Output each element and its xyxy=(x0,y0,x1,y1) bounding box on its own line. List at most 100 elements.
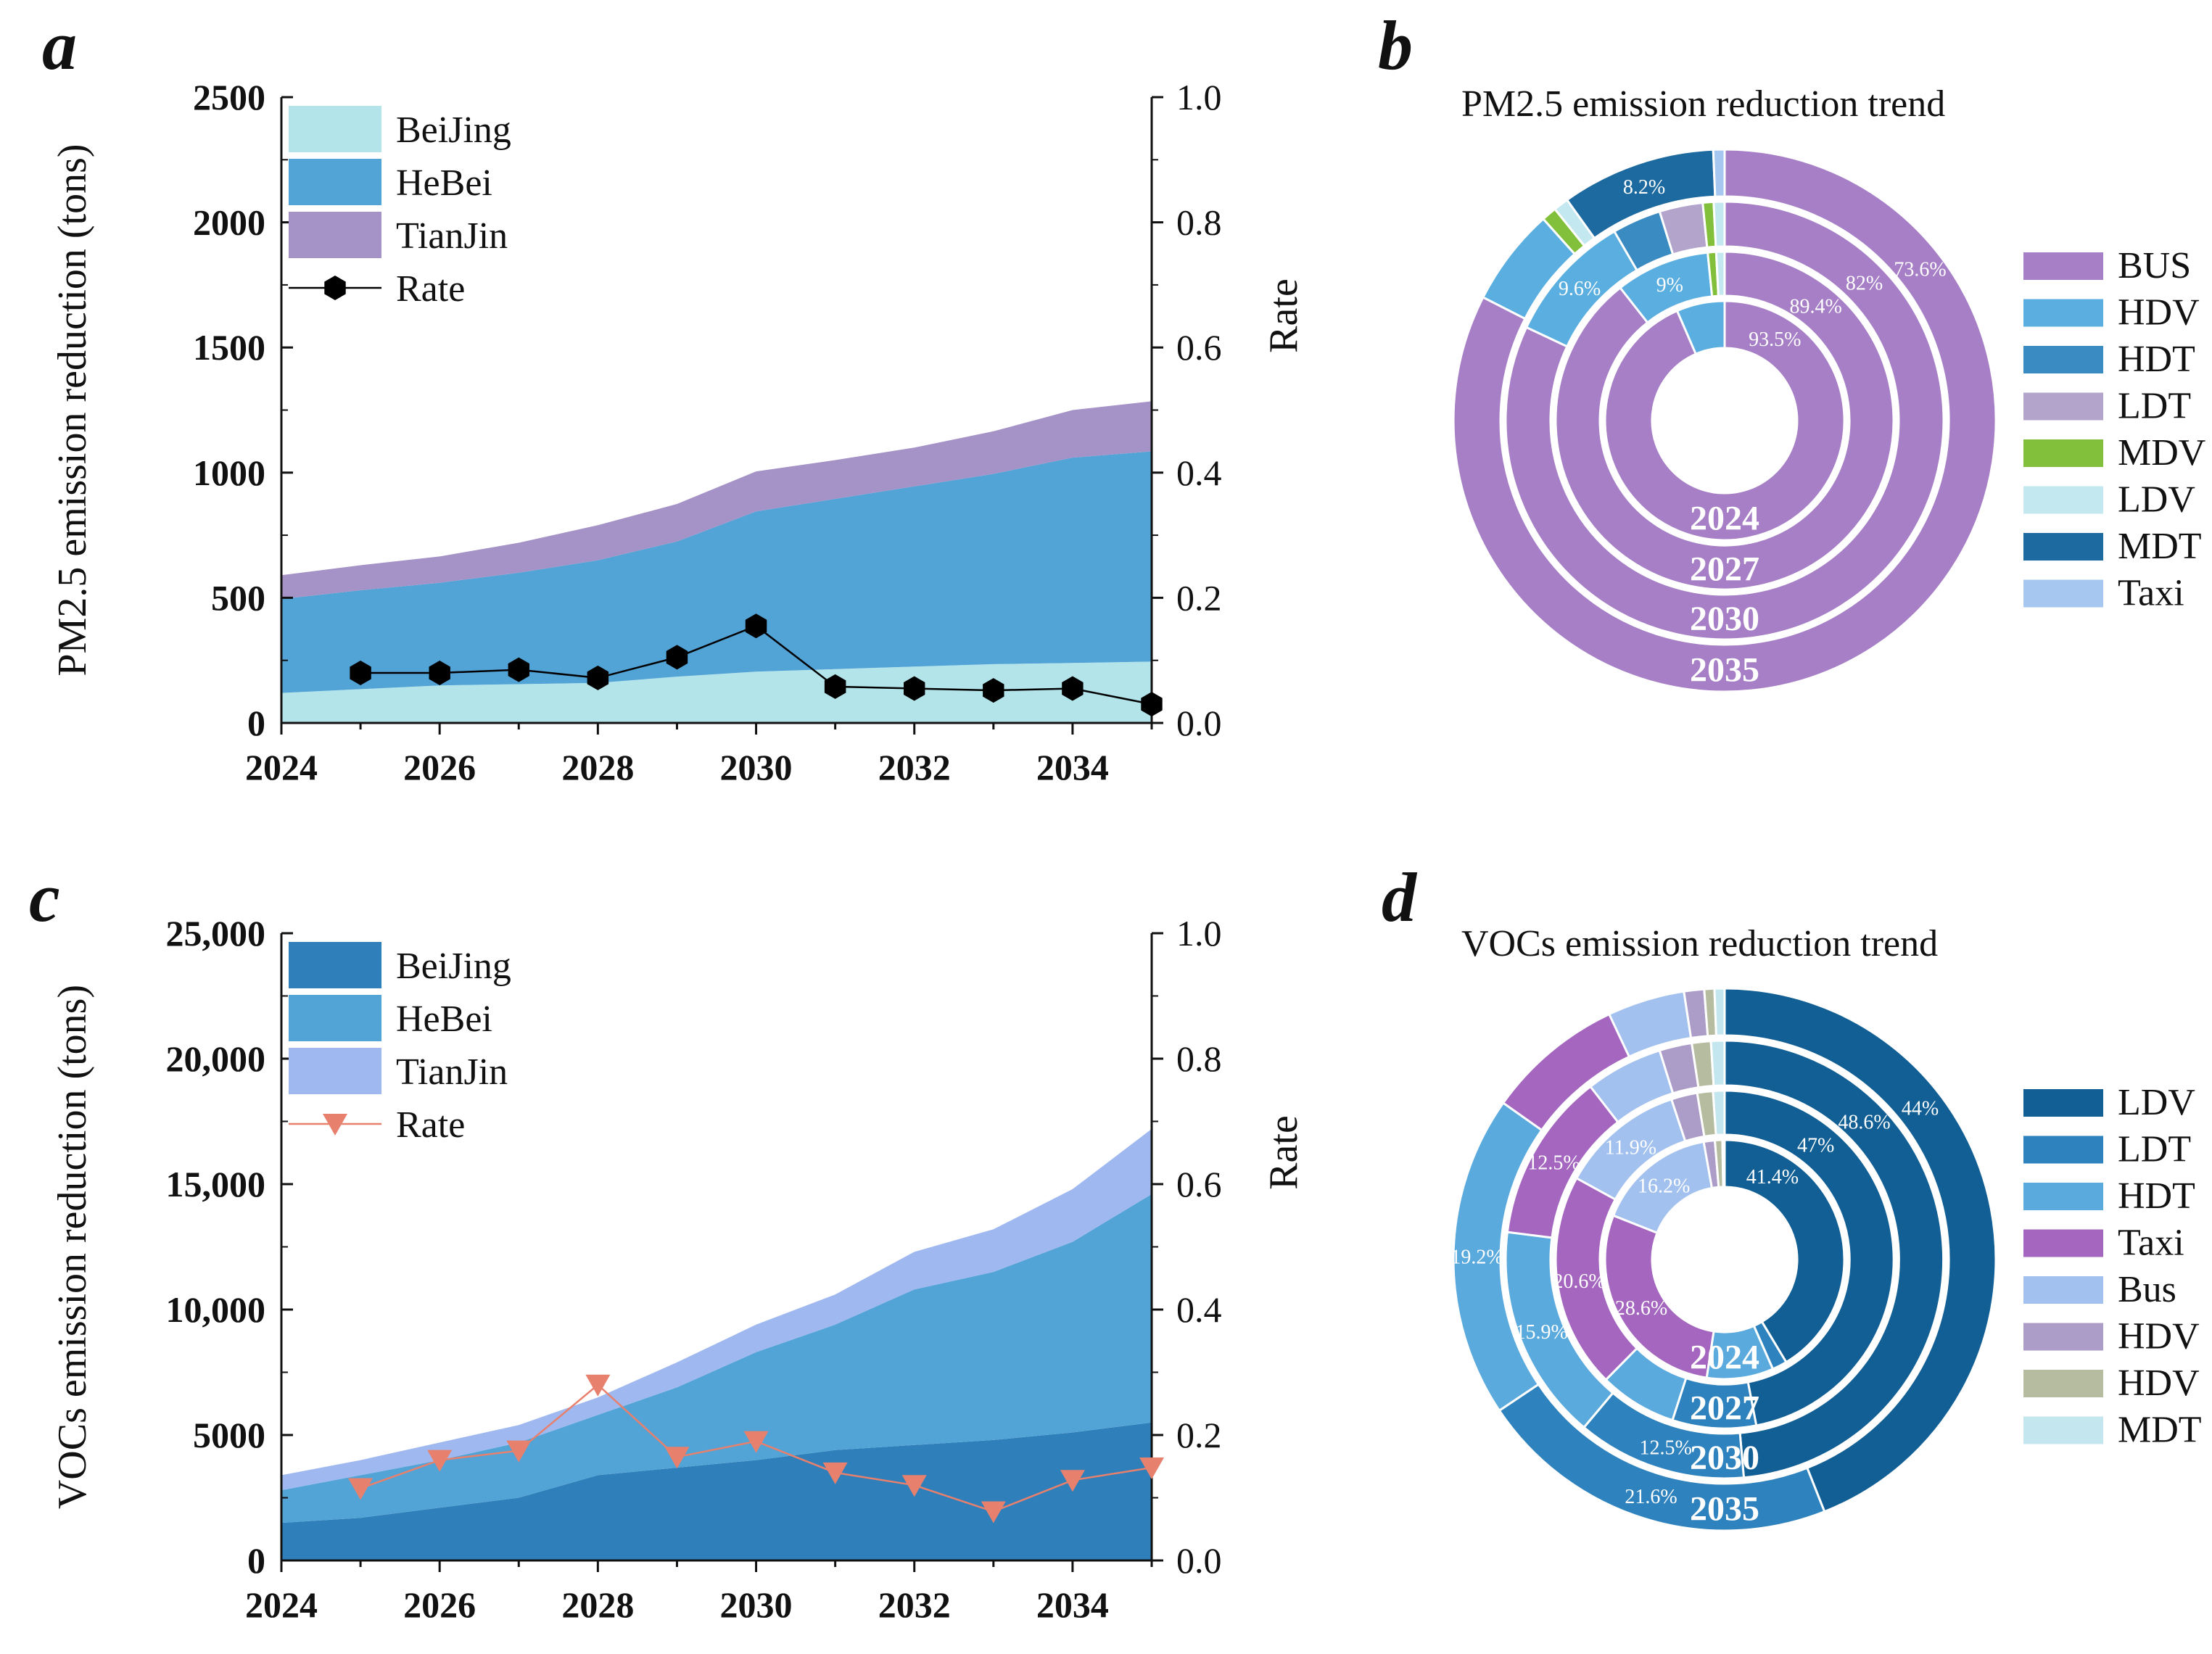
chart-title: VOCs emission reduction trend xyxy=(1461,923,1938,964)
y-tick-label: 2500 xyxy=(193,77,265,117)
percent-label: 41.4% xyxy=(1746,1166,1799,1188)
legend-label: HDV xyxy=(2118,1316,2200,1357)
y2-tick-label: 1.0 xyxy=(1176,913,1222,954)
legend: BeiJing HeBei TianJin Rate xyxy=(289,942,511,1146)
y-tick-label: 20,000 xyxy=(166,1038,266,1079)
percent-label: 93.5% xyxy=(1749,328,1801,351)
ring-2024-slice-hdv xyxy=(1675,299,1726,356)
percent-label: 12.5% xyxy=(1527,1152,1580,1175)
x-tick-label: 2028 xyxy=(561,1584,634,1625)
legend-swatch-hdt xyxy=(2023,1183,2103,1210)
ring-year-label: 2035 xyxy=(1690,1490,1759,1529)
ring-2030-slice-bus xyxy=(1504,200,1945,641)
percent-label: 44% xyxy=(1902,1097,1939,1120)
y-axis-title: PM2.5 emission reduction (tons) xyxy=(50,144,95,676)
x-tick-label: 2024 xyxy=(245,1584,318,1625)
x-tick-label: 2024 xyxy=(245,747,318,787)
rate-point xyxy=(585,1374,611,1397)
legend-label: LDT xyxy=(2118,386,2191,427)
legend-label: HDV xyxy=(2118,1363,2200,1404)
ring-2030-slice-mdt xyxy=(1709,1039,1726,1088)
panel-d-donut-chart: VOCs emission reduction trend 41.4% 47%48.… xyxy=(1450,923,2202,1532)
legend-swatch-bus xyxy=(2023,252,2103,280)
area-tianjin xyxy=(281,401,1152,600)
x-tick-label: 2032 xyxy=(878,747,951,787)
percent-label: 9.6% xyxy=(1559,278,1601,300)
y2-tick-label: 0.2 xyxy=(1176,577,1222,618)
legend-label: HDT xyxy=(2118,1175,2195,1217)
rate-point xyxy=(824,674,846,699)
y-tick-label: 0 xyxy=(247,1540,265,1581)
ring-year-label: 2024 xyxy=(1690,1339,1759,1377)
percent-label: 9% xyxy=(1656,274,1683,297)
legend-label: Rate xyxy=(396,1104,465,1146)
legend-swatch-hdv xyxy=(2023,1323,2103,1351)
rate-point xyxy=(587,665,609,690)
ring-2024-slice-bus xyxy=(1604,299,1846,542)
x-tick-label: 2030 xyxy=(720,1584,793,1625)
legend-swatch-ldv xyxy=(2023,1089,2103,1117)
percent-label: 8.2% xyxy=(1623,176,1665,199)
legend-label: MDT xyxy=(2118,1410,2202,1451)
y2-tick-label: 0.8 xyxy=(1176,202,1222,243)
ring-2024-slice-ldv xyxy=(1723,1138,1846,1364)
y-tick-label: 1500 xyxy=(193,327,265,368)
panel-a-area-chart: 0 500 1000 1500 2000 2500 0.0 0.2 0.4 0.6 0.8 1.0 20… xyxy=(50,77,1306,787)
ring-2024-slice-taxi xyxy=(1604,1214,1715,1379)
legend-label: HeBei xyxy=(396,162,492,204)
ring-2030-slice-ldv xyxy=(1712,200,1726,248)
legend-label: LDV xyxy=(2118,479,2195,521)
legend-swatch-hebei xyxy=(289,995,381,1041)
legend-label: HDT xyxy=(2118,339,2195,380)
legend-label: Rate xyxy=(396,268,465,310)
area-hebei xyxy=(281,451,1152,693)
rate-point xyxy=(822,1462,848,1484)
y-tick-label: 15,000 xyxy=(166,1164,266,1204)
percent-label: 89.4% xyxy=(1790,295,1842,318)
legend-label: LDV xyxy=(2118,1082,2195,1123)
rate-point xyxy=(508,657,529,682)
legend-label: HDV xyxy=(2118,292,2200,334)
rate-point xyxy=(745,613,767,639)
ring-2035-slice-bus xyxy=(1452,148,1997,693)
legend-swatch-taxi xyxy=(2023,1229,2103,1257)
x-tick-label: 2026 xyxy=(403,747,476,787)
legend-label: HeBei xyxy=(396,998,492,1040)
ring-2035-slice-taxi xyxy=(1712,148,1726,198)
legend-swatch-bus xyxy=(2023,1276,2103,1304)
ring-year-label: 2030 xyxy=(1690,600,1759,638)
rate-point xyxy=(350,661,371,685)
legend-swatch-ldv xyxy=(2023,486,2103,514)
chart-title: PM2.5 emission reduction trend xyxy=(1461,83,1945,125)
legend-swatch-mdt xyxy=(2023,533,2103,561)
ring-2035-slice-ldv xyxy=(1723,987,1997,1513)
panel-b-donut-chart: PM2.5 emission reduction trend 93.5% 89.4%… xyxy=(1452,83,2205,693)
rate-point xyxy=(981,1501,1006,1523)
ring-2027-slice-mdt xyxy=(1712,1089,1726,1136)
legend-swatch-tianjin xyxy=(289,212,381,258)
rate-point xyxy=(904,676,925,701)
x-tick-label: 2032 xyxy=(878,1584,951,1625)
x-tick-label: 2034 xyxy=(1036,747,1109,787)
legend-swatch-ldt xyxy=(2023,1136,2103,1164)
rate-point xyxy=(664,1447,690,1469)
percent-label: 82% xyxy=(1846,272,1883,294)
ring-year-label: 2027 xyxy=(1690,550,1759,589)
percent-label: 15.9% xyxy=(1516,1321,1568,1344)
y-tick-label: 25,000 xyxy=(166,913,266,954)
percent-label: 47% xyxy=(1797,1134,1834,1157)
legend-label: MDT xyxy=(2118,526,2202,567)
ring-2030-slice-ldv xyxy=(1723,1039,1945,1479)
ring-year-label: 2024 xyxy=(1690,500,1759,538)
legend-swatch-mdt xyxy=(2023,1416,2103,1444)
legend-label: BeiJing xyxy=(396,946,511,987)
ring-2027-slice-bus xyxy=(1554,250,1895,591)
legend-label: TianJin xyxy=(396,1051,508,1093)
legend-rate-marker xyxy=(324,276,346,300)
x-tick-label: 2028 xyxy=(561,747,634,787)
ring-2027-slice-ldv xyxy=(1714,250,1726,297)
y2-tick-label: 0.2 xyxy=(1176,1415,1222,1455)
legend-swatch-hdt xyxy=(2023,346,2103,373)
y2-tick-label: 0.4 xyxy=(1176,1289,1222,1330)
